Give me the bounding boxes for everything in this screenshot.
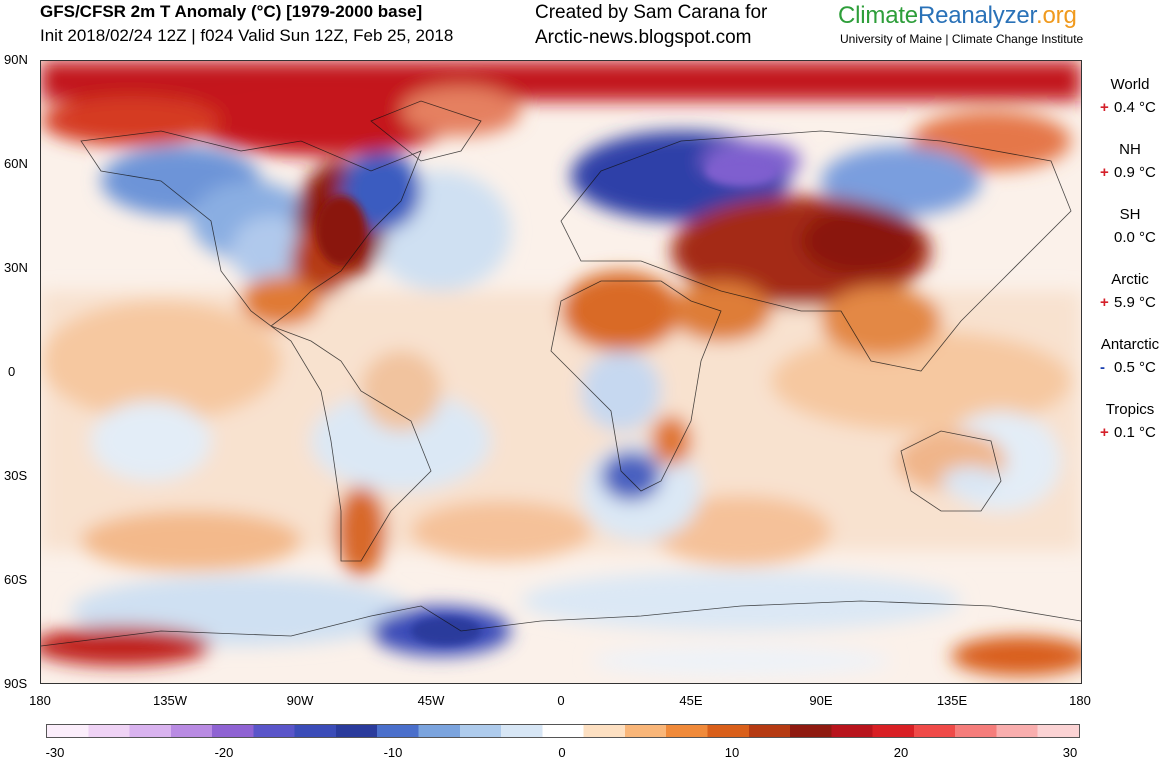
lat-tick: 30N: [4, 260, 28, 275]
colorbar-tick: -10: [383, 745, 403, 760]
stat-sign: +: [1100, 294, 1109, 311]
lon-tick: 135E: [936, 693, 968, 708]
institution-label: University of Maine | Climate Change Ins…: [840, 32, 1084, 46]
lat-tick: 30S: [4, 468, 28, 483]
stat-sh-label: SH: [1119, 206, 1141, 223]
lat-tick: 60S: [4, 572, 28, 587]
stat-sign: -: [1100, 359, 1105, 376]
lon-tick: 45W: [417, 693, 445, 708]
lon-tick: 90E: [809, 693, 833, 708]
colorbar-tick: -30: [45, 745, 65, 760]
lat-tick: 90N: [4, 52, 28, 67]
stat-nh-value: +0.9 °C: [1100, 164, 1156, 181]
lat-tick: 60N: [4, 156, 28, 171]
stat-tropics-value: +0.1 °C: [1100, 424, 1156, 441]
lat-tick: 0: [8, 364, 16, 379]
lon-tick: 45E: [679, 693, 703, 708]
stat-sh-value: 0.0 °C: [1114, 229, 1156, 246]
lon-tick: 180: [29, 693, 51, 708]
colorbar-tick: 20: [893, 745, 909, 760]
brand-part-1: Climate: [838, 2, 918, 29]
stat-arctic-value: +5.9 °C: [1100, 294, 1156, 311]
lon-tick: 180: [1069, 693, 1091, 708]
colorbar-tick: 10: [724, 745, 740, 760]
lon-tick: 0: [557, 693, 565, 708]
credit-line-1: Created by Sam Carana for: [535, 2, 768, 23]
stat-antarctic-value: -0.5 °C: [1100, 359, 1156, 376]
colorbar-tick: -20: [214, 745, 234, 760]
stat-world-label: World: [1110, 76, 1150, 93]
lon-tick: 90W: [286, 693, 314, 708]
anomaly-map: [40, 60, 1082, 684]
colorbar: [46, 724, 1080, 738]
colorbar-tick: 30: [1062, 745, 1078, 760]
brand-part-2: Reanalyzer: [917, 2, 1037, 29]
map-title: GFS/CFSR 2m T Anomaly (°C) [1979-2000 ba…: [40, 2, 423, 21]
stat-sign: +: [1100, 424, 1109, 441]
colorbar-tick: 0: [558, 745, 566, 760]
stat-world-value: +0.4 °C: [1100, 99, 1156, 116]
brand-part-3: .org: [1036, 2, 1077, 29]
stat-sign: +: [1100, 99, 1109, 116]
stat-sign: +: [1100, 164, 1109, 181]
stat-antarctic-label: Antarctic: [1100, 336, 1160, 353]
anomaly-map-graphic: [41, 61, 1081, 683]
brand-logo[interactable]: ClimateReanalyzer.org: [838, 2, 1077, 30]
stat-nh-label: NH: [1119, 141, 1141, 158]
coastlines: [41, 100, 1081, 647]
anomaly-field: [41, 61, 1081, 676]
lat-tick: 90S: [4, 676, 28, 691]
lon-tick: 135W: [153, 693, 187, 708]
credit-line-2: Arctic-news.blogspot.com: [535, 27, 752, 48]
stat-tropics-label: Tropics: [1105, 401, 1155, 418]
map-subtitle: Init 2018/02/24 12Z | f024 Valid Sun 12Z…: [40, 26, 454, 45]
stat-arctic-label: Arctic: [1111, 271, 1149, 288]
